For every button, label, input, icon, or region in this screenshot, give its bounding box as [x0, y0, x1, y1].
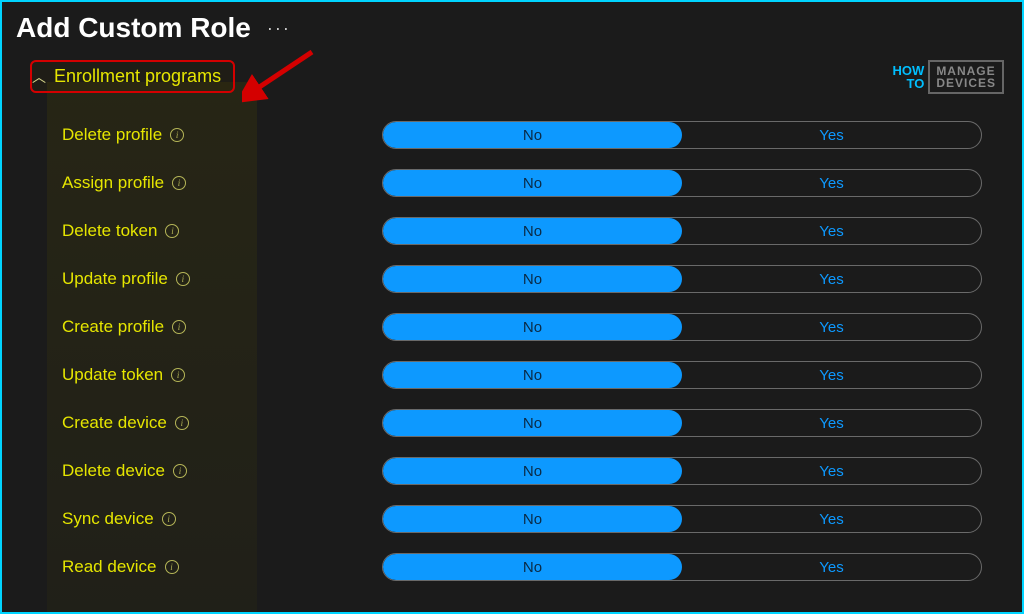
section-title: Enrollment programs	[54, 66, 221, 87]
permission-label: Create profile	[62, 317, 164, 337]
permissions-section: ︿ Enrollment programs Delete profileiNoY…	[2, 50, 1022, 591]
info-icon[interactable]: i	[165, 560, 179, 574]
permission-toggle[interactable]: NoYes	[382, 169, 982, 197]
chevron-up-icon: ︿	[32, 67, 46, 87]
toggle-option-yes[interactable]: Yes	[682, 410, 981, 436]
info-icon[interactable]: i	[176, 272, 190, 286]
toggle-option-yes[interactable]: Yes	[682, 314, 981, 340]
permissions-list: Delete profileiNoYesAssign profileiNoYes…	[30, 111, 1022, 591]
toggle-option-no[interactable]: No	[383, 170, 682, 196]
permission-row: Sync device i NoYes	[62, 495, 1022, 543]
permission-label: Assign profile	[62, 173, 164, 193]
info-icon[interactable]: i	[170, 128, 184, 142]
permission-toggle[interactable]: NoYes	[382, 313, 982, 341]
permission-label: Update token	[62, 365, 163, 385]
permission-toggle[interactable]: NoYes	[382, 553, 982, 581]
info-icon[interactable]: i	[172, 176, 186, 190]
permission-label: Delete profile	[62, 125, 162, 145]
permission-label-wrap: Sync device i	[62, 509, 382, 529]
permission-label: Read device	[62, 557, 157, 577]
permission-toggle[interactable]: NoYes	[382, 361, 982, 389]
permission-label-wrap: Update profile i	[62, 269, 382, 289]
page-header: Add Custom Role ···	[2, 2, 1022, 50]
permission-label: Sync device	[62, 509, 154, 529]
permission-toggle[interactable]: NoYes	[382, 409, 982, 437]
permission-row: Create device i NoYes	[62, 399, 1022, 447]
permission-row: Delete profile i NoYes	[62, 111, 1022, 159]
permission-label: Create device	[62, 413, 167, 433]
permission-row: Read device i NoYes	[62, 543, 1022, 591]
permission-label-wrap: Delete device i	[62, 461, 382, 481]
permission-label-wrap: Read device i	[62, 557, 382, 577]
info-icon[interactable]: i	[171, 368, 185, 382]
permission-label-wrap: Assign profile i	[62, 173, 382, 193]
toggle-option-no[interactable]: No	[383, 458, 682, 484]
toggle-option-yes[interactable]: Yes	[682, 122, 981, 148]
permission-label-wrap: Delete profile i	[62, 125, 382, 145]
permission-row: Assign profile i NoYes	[62, 159, 1022, 207]
permission-label-wrap: Update token i	[62, 365, 382, 385]
permission-toggle[interactable]: NoYes	[382, 121, 982, 149]
permission-toggle[interactable]: NoYes	[382, 217, 982, 245]
permission-row: Create profile i NoYes	[62, 303, 1022, 351]
info-icon[interactable]: i	[165, 224, 179, 238]
permission-label: Delete device	[62, 461, 165, 481]
permission-label-wrap: Delete token i	[62, 221, 382, 241]
permission-toggle[interactable]: NoYes	[382, 457, 982, 485]
permission-label: Delete token	[62, 221, 157, 241]
more-menu-button[interactable]: ···	[267, 18, 291, 39]
toggle-option-yes[interactable]: Yes	[682, 218, 981, 244]
toggle-option-yes[interactable]: Yes	[682, 458, 981, 484]
toggle-option-no[interactable]: No	[383, 410, 682, 436]
toggle-option-no[interactable]: No	[383, 314, 682, 340]
toggle-option-no[interactable]: No	[383, 554, 682, 580]
toggle-option-yes[interactable]: Yes	[682, 506, 981, 532]
permission-row: Delete device i NoYes	[62, 447, 1022, 495]
toggle-option-yes[interactable]: Yes	[682, 266, 981, 292]
toggle-option-yes[interactable]: Yes	[682, 554, 981, 580]
permission-row: Delete token i NoYes	[62, 207, 1022, 255]
toggle-option-no[interactable]: No	[383, 362, 682, 388]
toggle-option-yes[interactable]: Yes	[682, 170, 981, 196]
info-icon[interactable]: i	[173, 464, 187, 478]
toggle-option-no[interactable]: No	[383, 122, 682, 148]
info-icon[interactable]: i	[175, 416, 189, 430]
section-header-enrollment-programs[interactable]: ︿ Enrollment programs	[30, 60, 235, 93]
toggle-option-yes[interactable]: Yes	[682, 362, 981, 388]
info-icon[interactable]: i	[162, 512, 176, 526]
toggle-option-no[interactable]: No	[383, 506, 682, 532]
permission-row: Update token i NoYes	[62, 351, 1022, 399]
permission-row: Update profile i NoYes	[62, 255, 1022, 303]
toggle-option-no[interactable]: No	[383, 266, 682, 292]
info-icon[interactable]: i	[172, 320, 186, 334]
permission-toggle[interactable]: NoYes	[382, 505, 982, 533]
permission-label-wrap: Create device i	[62, 413, 382, 433]
page-title: Add Custom Role	[16, 12, 251, 44]
permission-toggle[interactable]: NoYes	[382, 265, 982, 293]
permission-label: Update profile	[62, 269, 168, 289]
toggle-option-no[interactable]: No	[383, 218, 682, 244]
permission-label-wrap: Create profile i	[62, 317, 382, 337]
